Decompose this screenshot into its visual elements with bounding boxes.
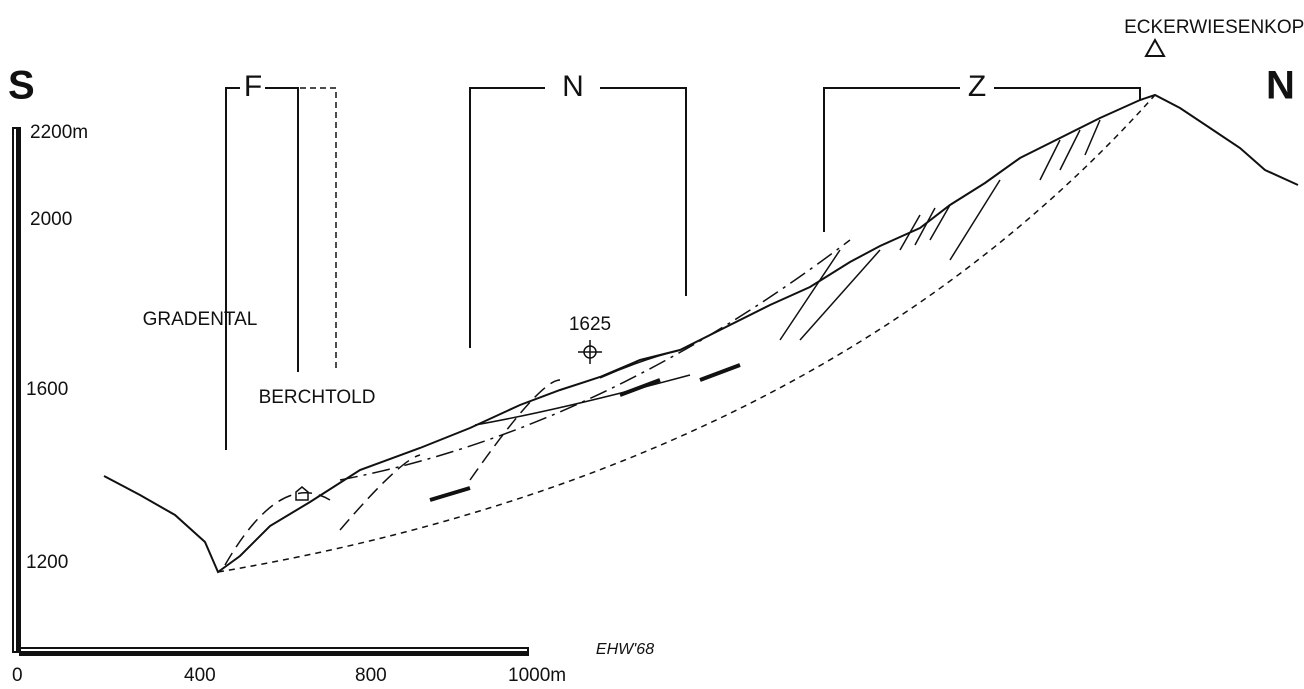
fault-line [339, 239, 851, 481]
scale-label: 1600 [26, 379, 68, 400]
bracket-f [225, 87, 299, 450]
bracket-z [823, 87, 1141, 232]
place-label: GRADENTAL [143, 309, 258, 330]
signature: EHW'68 [596, 641, 654, 658]
vertical-scale-fill [16, 128, 20, 652]
fault-line [224, 379, 561, 566]
scale-label: 0 [12, 665, 23, 686]
slip-surface [217, 94, 1156, 573]
bracket-berchtold [300, 87, 337, 372]
fault-line [474, 179, 1001, 426]
hatching [899, 119, 1101, 251]
direction-label: S [8, 64, 35, 108]
bracket-n [469, 87, 687, 348]
elevation-label: 1625 [569, 314, 611, 335]
scale-label: 2000 [30, 209, 72, 230]
place-label: BERCHTOLD [259, 387, 376, 408]
summit-triangle [1144, 37, 1166, 57]
terrain-profile [103, 93, 1299, 574]
peak-label: ECKERWIESENKOPF [1124, 17, 1304, 38]
scale-label: 800 [355, 665, 387, 686]
scale-label: 400 [184, 665, 216, 686]
zone-label: N [562, 70, 584, 103]
hut-icon [295, 486, 309, 501]
horizontal-scale-fill [20, 651, 528, 655]
scale-label: 2200m [30, 122, 88, 143]
scale-label: 1000m [508, 665, 566, 686]
zone-label: F [244, 70, 262, 103]
zone-label: Z [968, 70, 986, 103]
scale-label: 1200 [26, 552, 68, 573]
movement-arrow [429, 363, 741, 502]
point-cross [578, 340, 602, 364]
direction-label: N [1266, 64, 1295, 108]
